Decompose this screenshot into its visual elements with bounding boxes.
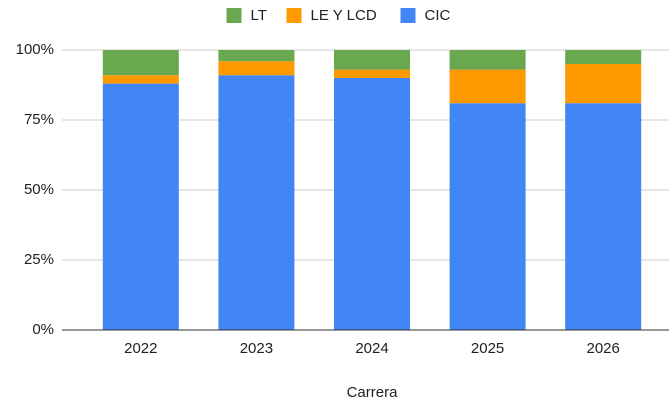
bar-segment [449, 103, 526, 330]
x-tick-label: 2024 [355, 340, 388, 357]
bar-segment [218, 50, 295, 62]
bar-segment [449, 69, 526, 104]
x-axis-title: Carrera [347, 384, 399, 401]
bar-segment [449, 50, 526, 70]
bar-segment [334, 78, 410, 330]
bar-segment [218, 61, 295, 76]
legend-label: LE Y LCD [311, 7, 377, 24]
y-tick-label: 100% [16, 41, 54, 58]
legend-label: CIC [425, 7, 451, 24]
x-tick-label: 2022 [124, 340, 157, 357]
bar-segment [565, 64, 642, 104]
bar-segment [218, 75, 295, 330]
bar-segment [565, 103, 642, 330]
y-tick-label: 50% [24, 181, 54, 198]
legend-swatch [226, 8, 242, 23]
y-tick-label: 0% [32, 321, 54, 338]
legend-swatch [400, 8, 416, 23]
x-tick-label: 2026 [587, 340, 620, 357]
bar-segment [102, 50, 179, 76]
x-tick-label: 2025 [471, 340, 504, 357]
x-tick-label: 2023 [240, 340, 273, 357]
bar-segment [334, 50, 410, 70]
y-tick-label: 25% [24, 251, 54, 268]
legend-label: LT [251, 7, 267, 24]
bar-segment [102, 83, 179, 330]
y-tick-label: 75% [24, 111, 54, 128]
legend-swatch [286, 8, 302, 23]
bar-segment [102, 75, 179, 84]
bar-segment [565, 50, 642, 64]
bar-segment [334, 69, 410, 78]
